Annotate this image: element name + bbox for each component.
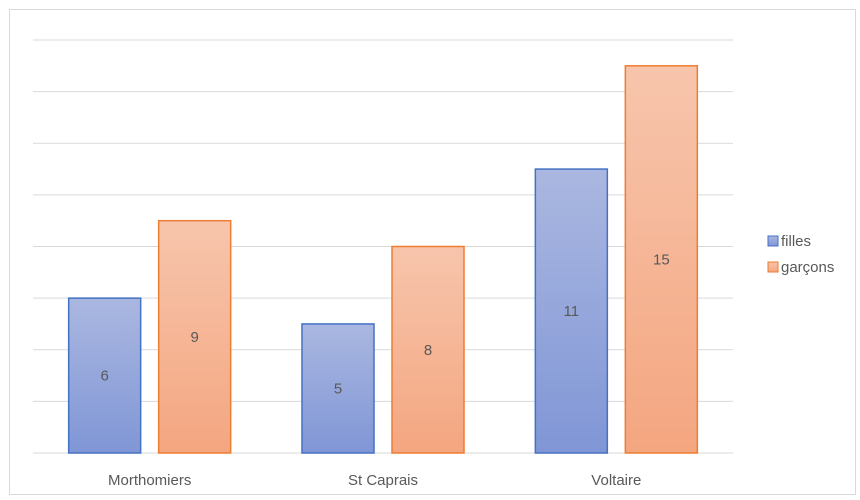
- x-tick-label: Morthomiers: [108, 472, 191, 489]
- bar-filles-0: [67, 297, 142, 454]
- bar-garçons-2: [624, 65, 699, 454]
- x-tick-label: St Caprais: [348, 472, 418, 489]
- bar-garçons-1: [391, 245, 465, 454]
- x-tick-label: Voltaire: [591, 472, 641, 489]
- bar-garçons-0: [157, 219, 232, 454]
- bar-filles-1: [301, 323, 375, 454]
- legend-swatch: [767, 235, 779, 247]
- data-label: 5: [334, 380, 342, 397]
- data-label: 8: [424, 342, 432, 359]
- bars: [67, 65, 699, 454]
- data-label: 9: [190, 329, 198, 346]
- legend-label: filles: [781, 233, 811, 250]
- data-labels: 6 9 5 8 11 15: [100, 251, 669, 397]
- data-label: 6: [100, 368, 108, 385]
- data-label: 15: [653, 251, 670, 268]
- legend: filles garçons: [767, 233, 834, 276]
- legend-label: garçons: [781, 259, 834, 276]
- gridlines: [33, 39, 733, 454]
- data-label: 11: [564, 303, 580, 320]
- x-axis-tick-labels: Morthomiers St Caprais Voltaire: [108, 472, 641, 489]
- legend-swatch: [767, 261, 779, 273]
- bar-filles-2: [534, 168, 609, 454]
